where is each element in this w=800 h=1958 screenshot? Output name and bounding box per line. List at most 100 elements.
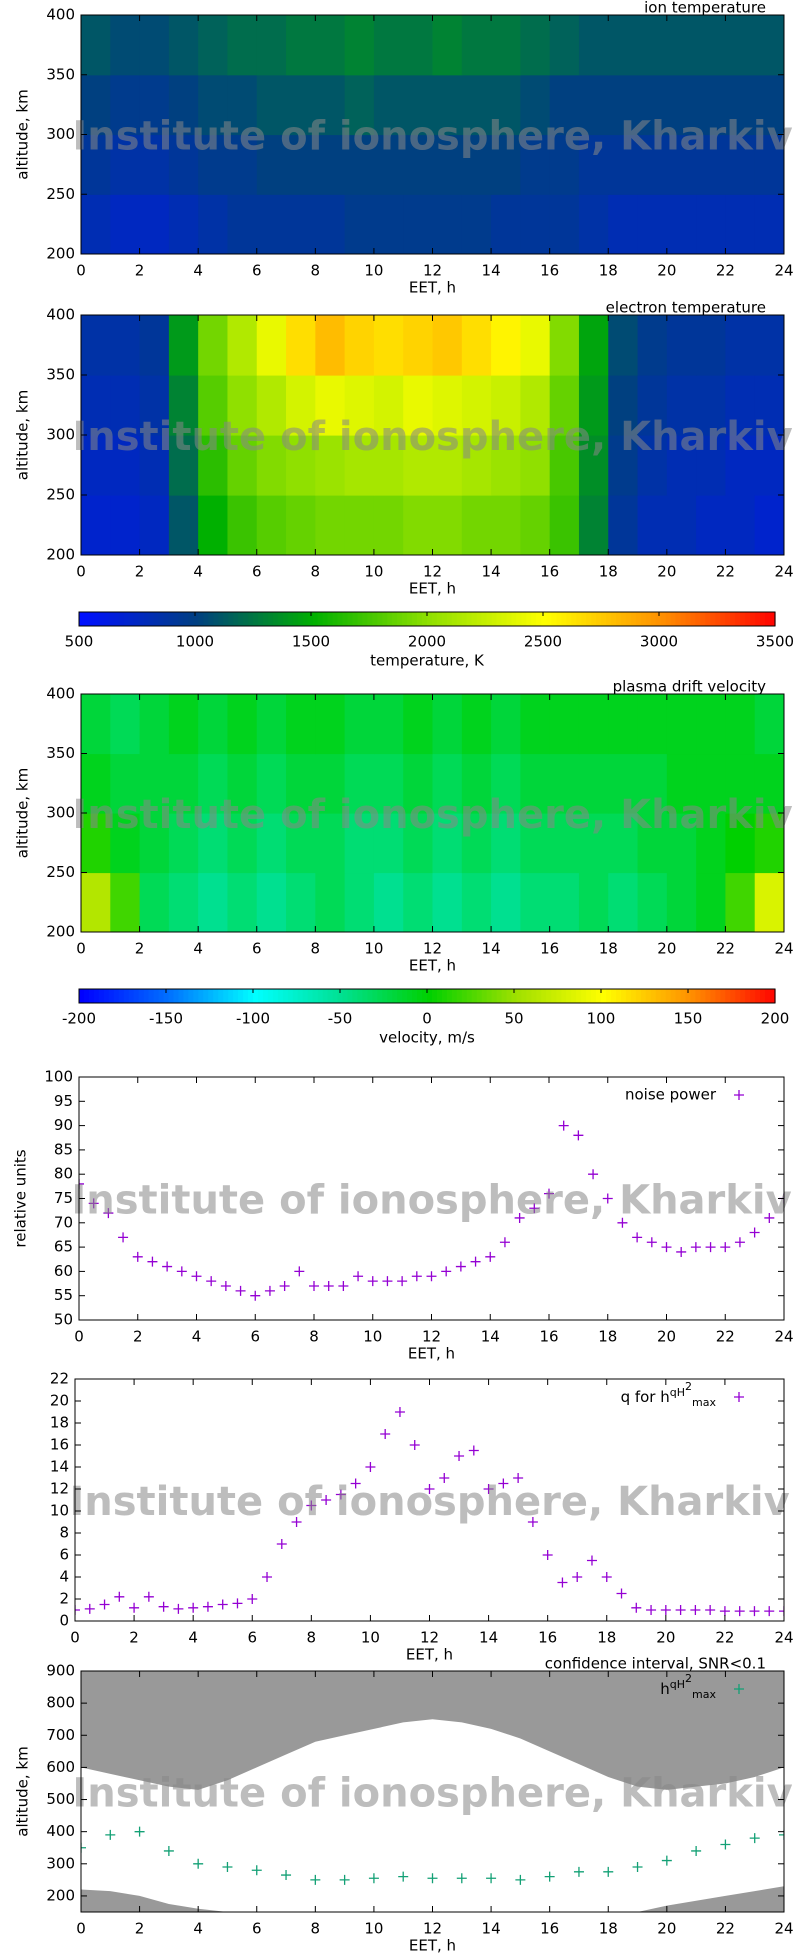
colorbar-segment: [605, 612, 612, 626]
point: [690, 1605, 701, 1615]
heatmap-cell: [81, 813, 111, 874]
point: [617, 1217, 628, 1228]
y-tick-label: 20: [50, 1392, 69, 1410]
x-tick-label: 10: [364, 262, 383, 280]
heatmap-cell: [461, 134, 492, 195]
colorbar-segment: [690, 612, 697, 626]
y-axis-label: altitude, km: [14, 768, 32, 858]
colorbar-segment: [322, 989, 329, 1003]
point: [335, 1489, 346, 1500]
heatmap-cell: [666, 694, 697, 755]
point: [424, 1484, 435, 1494]
colorbar-segment: [650, 612, 657, 626]
point: [705, 1242, 716, 1253]
colorbar-segment: [123, 989, 130, 1003]
colorbar-tick-label: 200: [761, 1010, 790, 1028]
y-axis-label: altitude, km: [14, 1746, 32, 1836]
point: [220, 1280, 231, 1291]
y-tick-label: 250: [46, 185, 75, 203]
heatmap-cell: [110, 495, 141, 555]
heatmap-cell: [286, 872, 316, 932]
x-tick-label: 6: [252, 262, 262, 280]
heatmap-cell: [110, 15, 141, 76]
colorbar-segment: [213, 612, 219, 626]
heatmap-cell: [286, 375, 316, 436]
colorbar-segment: [143, 989, 150, 1003]
colorbar-segment: [153, 612, 160, 626]
heatmap-cell: [696, 15, 727, 76]
colorbar-segment: [198, 612, 204, 626]
y-tick-label: 300: [46, 804, 75, 822]
heatmap-cell: [198, 194, 229, 254]
heatmap-cell: [198, 872, 229, 932]
heatmap-cell: [754, 435, 784, 496]
colorbar-segment: [700, 612, 706, 626]
y-tick-label: 400: [46, 6, 75, 24]
heatmap-cell: [110, 694, 141, 755]
heatmap-cell: [520, 435, 551, 496]
colorbar-segment: [640, 989, 647, 1003]
colorbar-segment: [277, 612, 284, 626]
point: [147, 1256, 158, 1267]
colorbar-segment: [307, 612, 314, 626]
point: [749, 1606, 760, 1617]
confidence-area: [81, 1886, 784, 1912]
heatmap-cell: [344, 194, 375, 254]
x-tick-label: 12: [423, 1920, 442, 1938]
watermark: Institute of ionosphere, Kharkiv: [72, 414, 792, 460]
colorbar-segment: [605, 989, 612, 1003]
colorbar-segment: [431, 989, 438, 1003]
heatmap-cell: [608, 15, 639, 76]
colorbar-segment: [213, 989, 219, 1003]
point: [79, 1178, 84, 1189]
colorbar-segment: [695, 612, 702, 626]
heatmap-cell: [81, 872, 111, 932]
colorbar-segment: [133, 989, 140, 1003]
colorbar-segment: [705, 612, 711, 626]
heatmap-cell: [637, 74, 668, 136]
y-tick-label: 16: [50, 1436, 69, 1454]
heatmap-cell: [696, 194, 727, 254]
colorbar-segment: [93, 989, 100, 1003]
x-tick-label: 18: [599, 262, 618, 280]
heatmap-cell: [373, 813, 404, 874]
colorbar-segment: [586, 989, 592, 1003]
colorbar-tick-label: -200: [62, 1010, 96, 1028]
colorbar-segment: [511, 989, 518, 1003]
heatmap-cell: [696, 694, 727, 755]
heatmap-cell: [139, 435, 170, 496]
heatmap-cell: [725, 15, 756, 76]
x-tick-label: 18: [598, 1328, 617, 1346]
colorbar-segment: [735, 612, 741, 626]
colorbar-segment: [327, 989, 334, 1003]
heatmap-cell: [637, 813, 668, 874]
colorbar-segment: [257, 989, 264, 1003]
colorbar-segment: [113, 989, 120, 1003]
colorbar-segment: [456, 612, 463, 626]
heatmap-cell: [666, 495, 697, 555]
x-tick-label: 24: [774, 1920, 793, 1938]
colorbar-segment: [541, 989, 547, 1003]
colorbar-segment: [243, 989, 249, 1003]
heatmap-cell: [491, 375, 521, 436]
colorbar-segment: [382, 989, 388, 1003]
colorbar-segment: [397, 989, 403, 1003]
heatmap-cell: [315, 694, 346, 755]
colorbar-segment: [481, 989, 488, 1003]
colorbar-segment: [168, 989, 175, 1003]
heatmap-cell: [696, 872, 727, 932]
colorbar-segment: [645, 612, 652, 626]
y-tick-label: 200: [46, 245, 75, 263]
colorbar-segment: [362, 989, 368, 1003]
point: [529, 1203, 540, 1214]
heatmap-cell: [578, 495, 609, 555]
colorbar-segment: [441, 989, 448, 1003]
colorbar-segment: [178, 989, 184, 1003]
heatmap-cell: [403, 753, 434, 814]
heatmap-cell: [725, 495, 756, 555]
heatmap-cell: [256, 134, 287, 195]
y-tick-label: 400: [46, 685, 75, 703]
colorbar-segment: [287, 612, 294, 626]
heatmap-cell: [373, 694, 404, 755]
